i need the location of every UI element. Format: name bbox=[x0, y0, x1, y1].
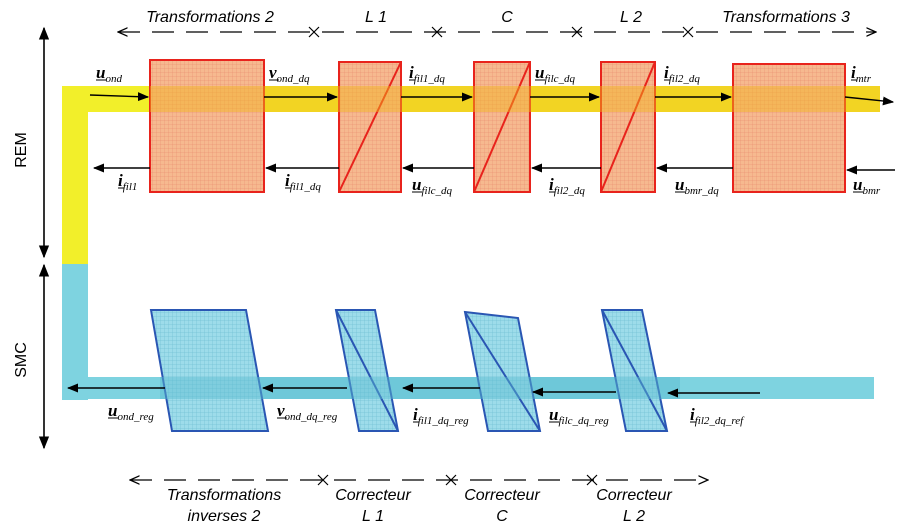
rem-c-diagonal bbox=[473, 61, 531, 193]
smc-inverse-transformation-block bbox=[149, 309, 270, 432]
svg-text:ubmr_dq: ubmr_dq bbox=[675, 175, 719, 197]
smc-arrows bbox=[66, 383, 760, 398]
label-v-ond-dq-reg: vond_dq_reg bbox=[277, 401, 338, 423]
rem-l1-diagonal bbox=[338, 61, 402, 193]
svg-text:vond_dq: vond_dq bbox=[269, 63, 310, 85]
footer-correcteur-l1-line2: L 1 bbox=[362, 508, 384, 525]
footer-correcteur-l2-line2: L 2 bbox=[623, 508, 645, 525]
label-i-fil1-dq-top: ifil1_dq bbox=[409, 63, 445, 85]
header-transformations-3: Transformations 3 bbox=[722, 9, 850, 26]
footer-transformations-inverses-line2: inverses 2 bbox=[188, 508, 261, 525]
footer-correcteur-c-line2: C bbox=[496, 508, 508, 525]
label-i-fil1: ifil1 bbox=[118, 171, 137, 193]
footer-correcteur-c-line1: Correcteur bbox=[464, 487, 540, 504]
rem-label: REM bbox=[13, 132, 30, 168]
label-v-ond-dq: vond_dq bbox=[269, 63, 310, 85]
label-u-bmr: ubmr bbox=[853, 175, 881, 197]
svg-text:ufilc_dq: ufilc_dq bbox=[412, 175, 453, 197]
footer-correcteur-l1-line1: Correcteur bbox=[335, 487, 411, 504]
svg-text:ifil1: ifil1 bbox=[118, 171, 137, 193]
label-i-fil1-dq-reg: ifil1_dq_reg bbox=[413, 405, 469, 427]
svg-text:ufilc_dq: ufilc_dq bbox=[535, 63, 576, 85]
rem-forward-arrows bbox=[89, 92, 895, 106]
smc-c-diagonal bbox=[464, 311, 541, 432]
label-i-fil2-dq-return: ifil2_dq bbox=[549, 175, 585, 197]
header-l1: L 1 bbox=[365, 9, 387, 26]
label-u-bmr-dq: ubmr_dq bbox=[675, 175, 719, 197]
svg-text:ifil2_dq: ifil2_dq bbox=[549, 175, 585, 197]
label-u-filc-dq-top: ufilc_dq bbox=[535, 63, 576, 85]
rem-l2-diagonal bbox=[600, 61, 656, 193]
svg-text:ifil2_dq: ifil2_dq bbox=[664, 63, 700, 85]
rem-band-overlay bbox=[150, 86, 880, 112]
label-u-ond-reg: uond_reg bbox=[108, 401, 154, 423]
svg-text:ifil2_dq_ref: ifil2_dq_ref bbox=[690, 405, 745, 427]
label-u-filc-dq-return: ufilc_dq bbox=[412, 175, 453, 197]
label-i-fil1-dq-return: ifil1_dq bbox=[285, 171, 321, 193]
label-i-fil2-dq-ref: ifil2_dq_ref bbox=[690, 405, 745, 427]
bottom-header-separators bbox=[317, 474, 598, 486]
smc-l1-diagonal bbox=[335, 309, 399, 432]
label-i-mtr: imtr bbox=[851, 63, 872, 85]
svg-text:vond_dq_reg: vond_dq_reg bbox=[277, 401, 338, 423]
svg-text:ubmr: ubmr bbox=[853, 175, 881, 197]
smc-l2-diagonal bbox=[601, 309, 668, 432]
svg-text:uond_reg: uond_reg bbox=[108, 401, 154, 423]
rem-transformation-3-block bbox=[732, 63, 846, 193]
header-l2: L 2 bbox=[620, 9, 642, 26]
svg-text:uond: uond bbox=[96, 63, 122, 85]
svg-text:ifil1_dq_reg: ifil1_dq_reg bbox=[413, 405, 469, 427]
rem-return-arrows bbox=[92, 163, 895, 175]
top-header-separators bbox=[308, 26, 694, 38]
rem-band-vertical bbox=[62, 86, 88, 264]
footer-transformations-inverses-line1: Transformations bbox=[167, 487, 281, 504]
svg-text:ifil1_dq: ifil1_dq bbox=[285, 171, 321, 193]
label-u-filc-dq-reg: ufilc_dq_reg bbox=[549, 405, 609, 427]
label-i-fil2-dq-top: ifil2_dq bbox=[664, 63, 700, 85]
svg-text:imtr: imtr bbox=[851, 63, 872, 85]
footer-correcteur-l2-line1: Correcteur bbox=[596, 487, 672, 504]
header-transformations-2: Transformations 2 bbox=[146, 9, 274, 26]
label-u-ond: uond bbox=[96, 63, 122, 85]
svg-text:ufilc_dq_reg: ufilc_dq_reg bbox=[549, 405, 609, 427]
smc-label: SMC bbox=[13, 342, 30, 378]
header-c: C bbox=[501, 9, 513, 26]
svg-text:ifil1_dq: ifil1_dq bbox=[409, 63, 445, 85]
rem-transformation-2-block bbox=[149, 59, 265, 193]
